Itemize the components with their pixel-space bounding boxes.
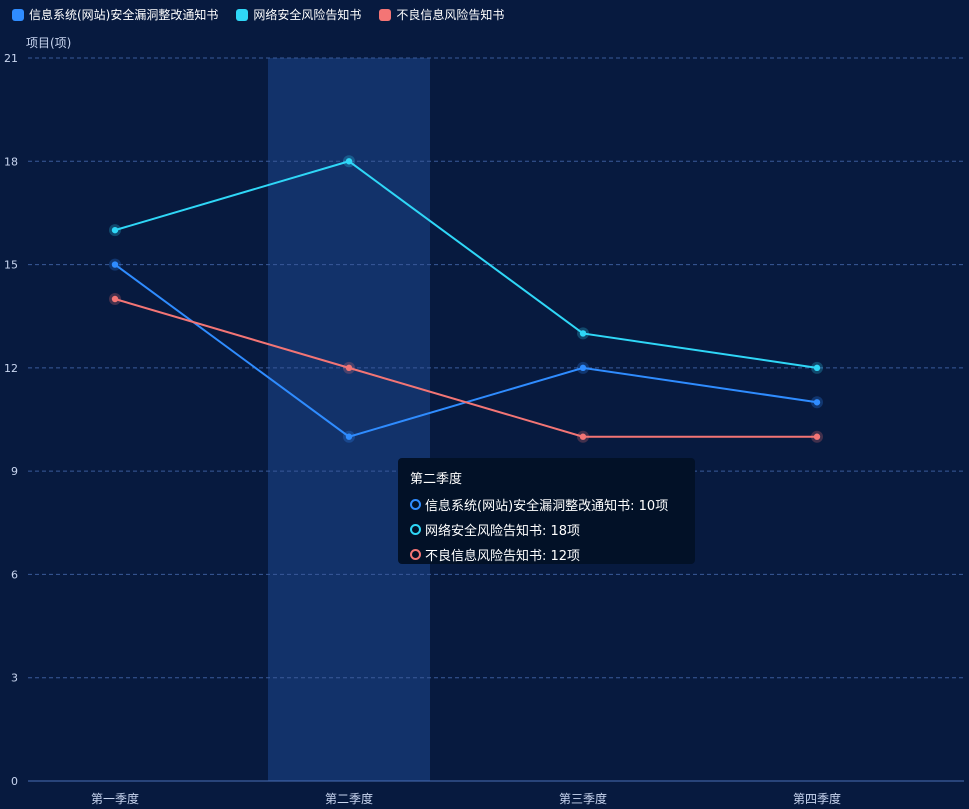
y-tick-label: 0 [11, 775, 18, 788]
tooltip-title: 第二季度 [410, 472, 463, 487]
data-point [345, 433, 353, 440]
tooltip-row: 不良信息风险告知书: 12项 [410, 545, 683, 564]
tooltip-row-label: 不良信息风险告知书: 12项 [425, 549, 581, 564]
tooltip: 第二季度 信息系统(网站)安全漏洞整改通知书: 10项 网络安全风险告知书: 1… [398, 458, 695, 564]
tooltip-row: 网络安全风险告知书: 18项 [410, 520, 683, 539]
legend: 信息系统(网站)安全漏洞整改通知书 网络安全风险告知书 不良信息风险告知书 [12, 6, 504, 23]
data-point [813, 433, 821, 440]
data-point [345, 158, 353, 165]
x-tick-label: 第一季度 [91, 791, 139, 806]
y-tick-label: 12 [4, 362, 18, 375]
series-dot-icon [410, 499, 421, 510]
data-point [579, 330, 587, 337]
y-tick-label: 9 [11, 465, 18, 478]
legend-label: 信息系统(网站)安全漏洞整改通知书 [29, 8, 219, 22]
x-tick-label: 第四季度 [793, 791, 841, 806]
tooltip-row: 信息系统(网站)安全漏洞整改通知书: 10项 [410, 495, 683, 514]
series-dot-icon [410, 549, 421, 560]
legend-swatch-icon [12, 8, 24, 21]
data-point [813, 399, 821, 406]
x-tick-label: 第二季度 [325, 791, 373, 806]
tooltip-row-label: 网络安全风险告知书: 18项 [425, 524, 581, 539]
y-tick-label: 15 [4, 259, 18, 272]
legend-item-vuln-notice[interactable]: 信息系统(网站)安全漏洞整改通知书 [12, 6, 218, 23]
data-point [111, 226, 119, 234]
data-point [579, 364, 587, 372]
y-tick-label: 18 [4, 155, 18, 168]
y-tick-label: 21 [4, 52, 18, 65]
data-point [111, 295, 119, 303]
y-axis-label: 项目(项) [26, 36, 71, 50]
data-point [111, 261, 119, 268]
x-tick-label: 第三季度 [559, 791, 607, 806]
y-tick-label: 3 [11, 672, 18, 685]
series-line [114, 263, 818, 438]
data-point [345, 364, 353, 372]
legend-label: 不良信息风险告知书 [396, 8, 505, 22]
data-point [813, 364, 821, 372]
series-line [114, 160, 818, 369]
tooltip-row-label: 信息系统(网站)安全漏洞整改通知书: 10项 [425, 499, 669, 514]
data-point [579, 433, 587, 440]
hover-highlight-band [268, 58, 430, 781]
series-line [114, 298, 817, 438]
legend-item-bad-info-risk[interactable]: 不良信息风险告知书 [379, 6, 504, 23]
legend-item-network-risk[interactable]: 网络安全风险告知书 [236, 6, 361, 23]
legend-swatch-icon [379, 8, 392, 21]
legend-label: 网络安全风险告知书 [253, 8, 362, 22]
y-tick-label: 6 [11, 568, 18, 581]
legend-swatch-icon [236, 8, 249, 21]
series-dot-icon [410, 524, 421, 535]
